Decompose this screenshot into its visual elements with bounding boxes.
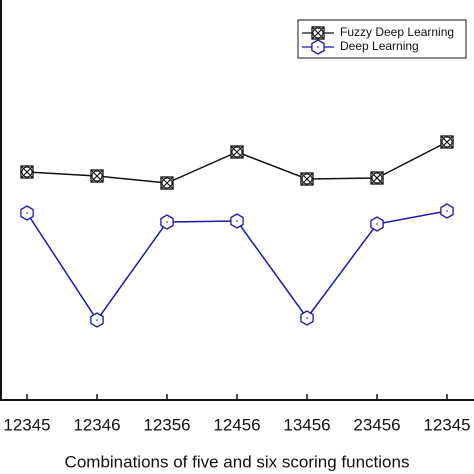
x-tick-label: 12346 xyxy=(73,415,120,434)
marker-cross xyxy=(300,172,314,186)
marker-circle xyxy=(161,177,173,189)
marker-circle xyxy=(441,136,453,148)
marker-cross xyxy=(90,169,104,183)
marker-dot xyxy=(446,210,448,212)
marker-circle xyxy=(371,172,383,184)
x-tick-label: 12456 xyxy=(213,415,260,434)
marker xyxy=(440,203,454,219)
marker-circle xyxy=(301,173,313,185)
marker-circle xyxy=(21,166,33,178)
marker xyxy=(90,312,104,328)
marker xyxy=(370,171,384,185)
marker-dot xyxy=(376,223,378,225)
marker xyxy=(90,169,104,183)
x-tick-label: 12345 xyxy=(423,415,470,434)
marker xyxy=(230,213,244,229)
marker xyxy=(300,172,314,186)
marker-circle xyxy=(231,146,243,158)
marker-cross xyxy=(311,26,325,40)
marker-circle xyxy=(312,27,324,39)
marker xyxy=(300,310,314,326)
marker-dot xyxy=(236,220,238,222)
x-tick-label: 12345 xyxy=(3,415,50,434)
marker-dot xyxy=(166,221,168,223)
marker xyxy=(230,145,244,159)
x-axis-title: Combinations of five and six scoring fun… xyxy=(65,452,410,471)
x-tick-label: 23456 xyxy=(353,415,400,434)
marker-dot xyxy=(96,319,98,321)
legend-box xyxy=(297,19,467,59)
marker-circle xyxy=(91,170,103,182)
marker xyxy=(160,176,174,190)
marker xyxy=(370,216,384,232)
x-tick-label: 12356 xyxy=(143,415,190,434)
marker xyxy=(311,26,325,40)
marker xyxy=(311,39,325,55)
marker-dot xyxy=(317,46,319,48)
marker-cross xyxy=(20,165,34,179)
marker-cross xyxy=(440,135,454,149)
marker-cross xyxy=(230,145,244,159)
marker-cross xyxy=(370,171,384,185)
marker-dot xyxy=(306,317,308,319)
marker-cross xyxy=(160,176,174,190)
marker-dot xyxy=(26,212,28,214)
legend-label: Deep Learning xyxy=(340,39,419,53)
marker xyxy=(20,205,34,221)
x-tick-label: 13456 xyxy=(283,415,330,434)
marker xyxy=(160,214,174,230)
marker xyxy=(440,135,454,149)
legend-label: Fuzzy Deep Learning xyxy=(340,25,454,39)
marker xyxy=(20,165,34,179)
